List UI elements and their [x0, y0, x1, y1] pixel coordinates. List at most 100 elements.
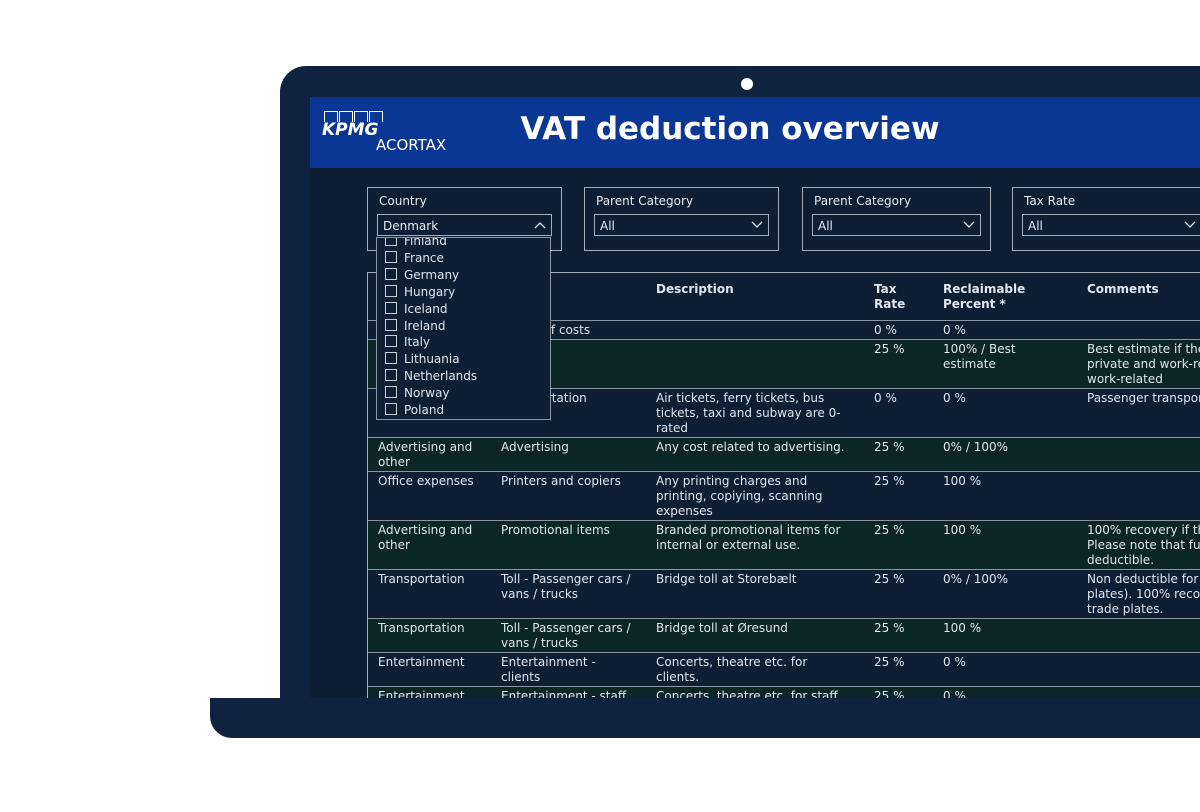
table-cell	[646, 339, 864, 389]
laptop-base	[210, 698, 1200, 738]
chevron[interactable]	[751, 220, 763, 230]
table-cell: Printers and copiers	[491, 471, 646, 521]
checkbox[interactable]	[385, 301, 397, 314]
table-row: Transportation Toll - Passenger cars / va…	[368, 569, 1200, 619]
logo: KPMG ACORTAX	[322, 111, 462, 161]
table-cell: 0 %	[933, 388, 1077, 438]
option-label[interactable]: Iceland	[404, 301, 448, 316]
checkbox[interactable]	[385, 386, 397, 399]
dropdown-option[interactable]: Netherlands	[385, 368, 477, 385]
option-label[interactable]: Lithuania	[404, 352, 460, 367]
dropdown-list: Finland France Germany Hungary Iceland Irelan…	[376, 237, 551, 420]
table-cell: Best estimate if the tru private and wor…	[1077, 339, 1200, 389]
table-cell: Passenger transportat	[1077, 388, 1200, 438]
option-label[interactable]: Germany	[404, 267, 460, 282]
dropdown-option[interactable]: Iceland	[385, 301, 447, 318]
table-cell: 0% / 100%	[933, 437, 1077, 472]
chevron[interactable]	[963, 220, 975, 230]
dropdown-option[interactable]: Norway	[385, 385, 450, 402]
checkbox[interactable]	[385, 267, 397, 280]
slicer-field[interactable]: All	[594, 214, 769, 236]
table-cell: 0 %	[864, 320, 933, 340]
table-cell: 0 %	[933, 686, 1077, 698]
table-cell: 100% recovery if the c DKK. Please note …	[1077, 520, 1200, 570]
dropdown-option[interactable]: Germany	[385, 267, 459, 284]
table-cell: 100 %	[933, 618, 1077, 653]
table-cell: Non deductible for pa plates). 100% reco…	[1077, 569, 1200, 619]
dropdown-option[interactable]: France	[385, 250, 444, 267]
checkbox[interactable]	[385, 284, 397, 297]
dropdown-option[interactable]: Lithuania	[385, 351, 460, 368]
table-row: Entertainment Entertainment - clients Conc…	[368, 652, 1200, 687]
slicer: Parent Category All	[802, 187, 991, 251]
option-label[interactable]: Netherlands	[404, 369, 478, 384]
table-cell: 100 %	[933, 520, 1077, 570]
table-cell: 100 %	[933, 471, 1077, 521]
table-cell: 100% / Best estimate	[933, 339, 1077, 389]
dropdown-option[interactable]: Finland	[385, 237, 447, 250]
dropdown-option[interactable]: Italy	[385, 334, 430, 351]
table-cell	[1077, 320, 1200, 340]
option-label[interactable]: France	[404, 250, 444, 265]
slicer-label: Tax Rate	[1024, 194, 1076, 208]
option-label[interactable]: Italy	[404, 335, 431, 350]
table-cell: Toll - Passenger cars / vans / trucks	[491, 618, 646, 653]
slicer-value[interactable]: All	[1028, 219, 1043, 233]
table-row: Transportation Toll - Passenger cars / va…	[368, 618, 1200, 653]
table-cell: 25 %	[864, 652, 933, 687]
table-cell: 25 %	[864, 618, 933, 653]
screen: KPMG ACORTAX VAT deduction overview Coun…	[310, 97, 1200, 698]
table-cell: Toll - Passenger cars / vans / trucks	[491, 569, 646, 619]
slicer-label: Parent Category	[814, 194, 912, 208]
table-cell: 25 %	[864, 686, 933, 698]
checkbox[interactable]	[385, 238, 397, 246]
checkbox[interactable]	[385, 403, 397, 415]
checkbox[interactable]	[385, 335, 397, 348]
slicer-value[interactable]: All	[600, 219, 615, 233]
slicer-field[interactable]: All	[812, 214, 981, 236]
table-cell: Concerts, theatre etc. for staff.	[646, 686, 864, 698]
dropdown-option[interactable]: Ireland	[385, 318, 446, 335]
checkbox[interactable]	[385, 318, 397, 331]
table-row: Advertising and other Promotional items Br…	[368, 520, 1200, 570]
header-cell: Description	[646, 273, 864, 321]
slicer-field[interactable]: Denmark	[377, 214, 552, 236]
option-label[interactable]: Finland	[404, 237, 447, 248]
slicer-value[interactable]: Denmark	[383, 219, 439, 233]
slicer-label: Parent Category	[596, 194, 694, 208]
dropdown-option[interactable]: Poland	[385, 402, 444, 419]
camera	[741, 78, 753, 90]
table-cell: Transportation	[368, 618, 491, 653]
table-cell: Entertainment - clients	[491, 652, 646, 687]
slicer: Parent Category All	[584, 187, 779, 251]
checkbox[interactable]	[385, 369, 397, 382]
table-cell: Any cost related to advertising.	[646, 437, 864, 472]
chevron[interactable]	[1184, 220, 1196, 230]
table-cell: Advertising and other	[368, 437, 491, 472]
dropdown-option[interactable]: Hungary	[385, 284, 455, 301]
slicer-field[interactable]: All	[1022, 214, 1200, 236]
slicer-label: Country	[379, 194, 427, 208]
option-label[interactable]: Hungary	[404, 284, 456, 299]
chevron[interactable]	[534, 220, 546, 230]
option-label[interactable]: Ireland	[404, 318, 446, 333]
checkbox[interactable]	[385, 352, 397, 365]
checkbox[interactable]	[385, 250, 397, 263]
slicer-value[interactable]: All	[818, 219, 833, 233]
table-cell: Advertising	[491, 437, 646, 472]
table-cell: Advertising and other	[368, 520, 491, 570]
header: KPMG ACORTAX VAT deduction overview	[310, 97, 1200, 168]
option-label[interactable]: Poland	[404, 403, 445, 417]
header-cell: Comments	[1077, 273, 1200, 321]
table-row: Entertainment Entertainment - staff Concer…	[368, 686, 1200, 698]
option-label[interactable]: Norway	[404, 386, 450, 401]
table-cell: 25 %	[864, 339, 933, 389]
header-cell: Reclaimable Percent *	[933, 273, 1077, 321]
table-cell	[1077, 437, 1200, 472]
table-cell: 25 %	[864, 437, 933, 472]
table-cell	[1077, 686, 1200, 698]
table-cell	[1077, 652, 1200, 687]
table-cell: Air tickets, ferry tickets, bus tickets,…	[646, 388, 864, 438]
